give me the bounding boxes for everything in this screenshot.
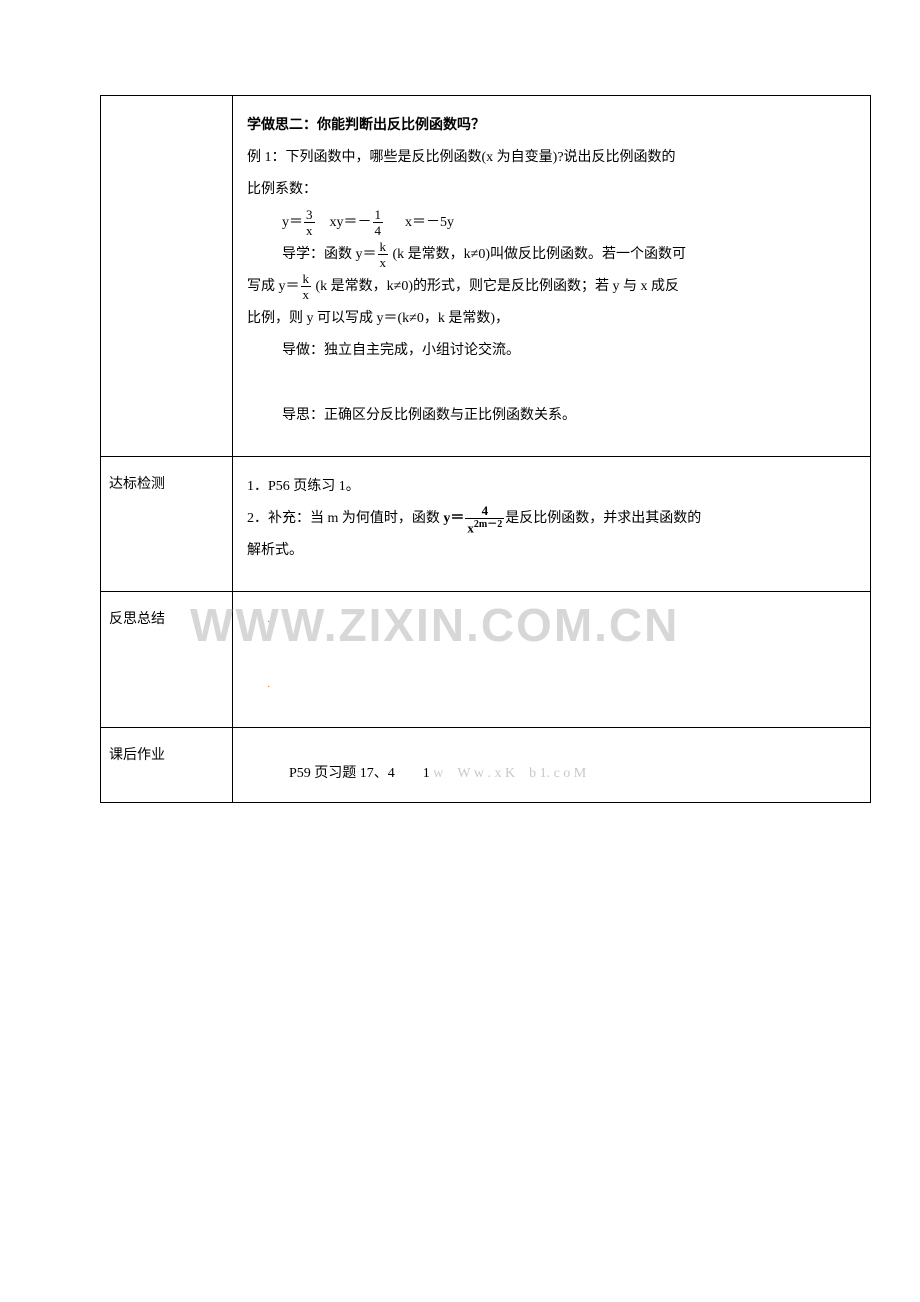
daosi-line: 导思：正确区分反比例函数与正比例函数关系。	[247, 400, 852, 432]
hw-text-a: P59 页习题 17、4 1	[289, 766, 433, 781]
frac-num-k1: k	[378, 240, 389, 255]
daoxue-line1: 导学：函数 y＝kx (k 是常数，k≠0)叫做反比例函数。若一个函数可	[247, 239, 852, 271]
frac-3-over-x: 3x	[304, 208, 315, 237]
frac-den-x2: x	[301, 287, 312, 301]
label-fansi: 反思总结	[101, 592, 233, 728]
ex-prefix: 例 1：	[247, 150, 286, 165]
page-wrap: 学做思二：你能判断出反比例函数吗？ 例 1：下列函数中，哪些是反比例函数(x 为…	[0, 0, 920, 803]
frac-k-over-x-1: kx	[378, 240, 389, 269]
content-fansi: · ·	[233, 592, 871, 728]
row-dabiao: 达标检测 1．P56 页练习 1。 2．补充：当 m 为何值时，函数 y＝4x2…	[101, 456, 871, 592]
db-line3: 解析式。	[247, 543, 303, 558]
hw-text-b: w W w . x K b 1. c o M	[433, 766, 586, 781]
db-line1: 1．P56 页练习 1。	[247, 479, 360, 494]
dx2-mid: (k 是常数，k≠0)的形式，则它是反比例函数；若 y 与 x 成反	[312, 279, 679, 294]
section-title: 学做思二：你能判断出反比例函数吗？	[247, 118, 485, 133]
row-homework: 课后作业 P59 页习题 17、4 1 w W w . x K b 1. c o…	[101, 728, 871, 803]
db-y: y＝	[443, 511, 464, 526]
label-dabiao: 达标检测	[101, 456, 233, 592]
frac-num-k2: k	[301, 272, 312, 287]
frac-1-over-4: 14	[373, 208, 384, 237]
eq-y-label: y＝	[282, 215, 303, 230]
example-line2: 比例系数：	[247, 182, 317, 197]
eq-xy-label: xy＝－	[330, 215, 372, 230]
db-l2a: 2．补充：当 m 为何值时，函数	[247, 511, 443, 526]
db-line2: 2．补充：当 m 为何值时，函数 y＝4x2m－2是反比例函数，并求出其函数的	[247, 511, 701, 526]
dx-pre: 导学：函数 y＝	[282, 247, 377, 262]
dot-2: ·	[247, 682, 270, 693]
page: 学做思二：你能判断出反比例函数吗？ 例 1：下列函数中，哪些是反比例函数(x 为…	[0, 0, 920, 803]
example-line1: 例 1：下列函数中，哪些是反比例函数(x 为自变量)?说出反比例函数的	[247, 150, 676, 165]
daozuo-line: 导做：独立自主完成，小组讨论交流。	[247, 335, 852, 367]
main-table: 学做思二：你能判断出反比例函数吗？ 例 1：下列函数中，哪些是反比例函数(x 为…	[100, 95, 871, 803]
dot-1: ·	[247, 617, 270, 628]
row-fansi: 反思总结 · ·	[101, 592, 871, 728]
frac-den-4: 4	[373, 223, 384, 237]
label-homework: 课后作业	[101, 728, 233, 803]
equation-line: y＝3x xy＝－14 x＝－5y	[247, 215, 454, 230]
frac-den-x2m2: x2m－2	[465, 519, 504, 534]
eq-x-label: x＝－5y	[405, 215, 454, 230]
content-xuezuosi: 学做思二：你能判断出反比例函数吗？ 例 1：下列函数中，哪些是反比例函数(x 为…	[233, 96, 871, 457]
den-exp: 2m－2	[474, 519, 502, 530]
dx2-pre: 写成 y＝	[247, 279, 300, 294]
frac-den-x: x	[304, 223, 315, 237]
dx-mid: (k 是常数，k≠0)叫做反比例函数。若一个函数可	[389, 247, 686, 262]
frac-num-1: 1	[373, 208, 384, 223]
db-l2b: 是反比例函数，并求出其函数的	[505, 511, 701, 526]
frac-k-over-x-2: kx	[301, 272, 312, 301]
hw-text: P59 页习题 17、4 1 w W w . x K b 1. c o M	[247, 758, 852, 790]
ex-text: 下列函数中，哪些是反比例函数(x 为自变量)?说出反比例函数的	[286, 150, 676, 165]
frac-4-over-x2m2: 4x2m－2	[465, 504, 504, 534]
daoxue-line2: 写成 y＝kx (k 是常数，k≠0)的形式，则它是反比例函数；若 y 与 x …	[247, 279, 679, 294]
label-empty-1	[101, 96, 233, 457]
content-homework: P59 页习题 17、4 1 w W w . x K b 1. c o M	[233, 728, 871, 803]
row-xuezuosi: 学做思二：你能判断出反比例函数吗？ 例 1：下列函数中，哪些是反比例函数(x 为…	[101, 96, 871, 457]
frac-num-4: 4	[465, 504, 504, 519]
daoxue-line3: 比例，则 y 可以写成 y＝(k≠0，k 是常数)，	[247, 311, 509, 326]
frac-den-x1: x	[378, 255, 389, 269]
content-dabiao: 1．P56 页练习 1。 2．补充：当 m 为何值时，函数 y＝4x2m－2是反…	[233, 456, 871, 592]
frac-num-3: 3	[304, 208, 315, 223]
